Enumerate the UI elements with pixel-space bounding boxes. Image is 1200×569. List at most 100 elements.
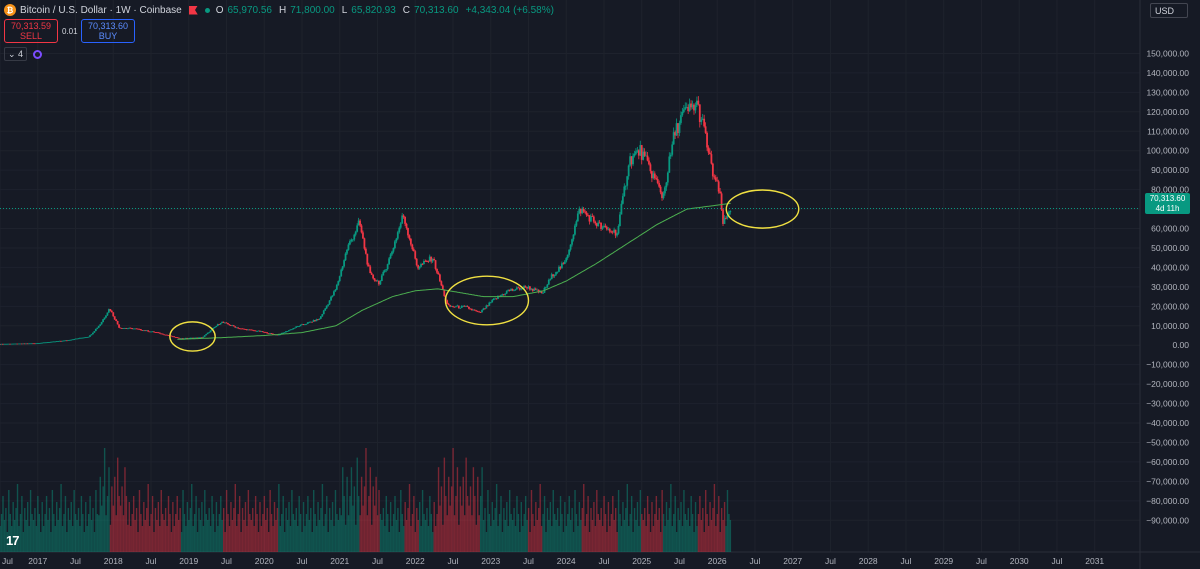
volume-bar [220,496,222,552]
candle-body [166,334,168,336]
candle-body [687,107,690,112]
volume-bar [151,496,154,552]
candle-body [167,335,170,336]
volume-bar [519,532,521,552]
volume-bar [263,496,266,552]
sell-button[interactable]: 70,313.59 SELL [4,19,58,43]
volume-bar [641,514,643,552]
candle-body [58,340,61,342]
candle-body [540,291,543,293]
volume-bar [157,502,160,552]
candle-body [409,238,412,245]
volume-bar [131,514,133,552]
candle-body [347,244,350,250]
volume-bar [311,532,313,552]
candle-body [38,343,41,344]
candle-body [443,289,446,297]
volume-bar [96,514,99,552]
candle-body [700,119,703,123]
buy-button[interactable]: 70,313.60 BUY [81,19,135,43]
volume-bar [128,502,131,552]
volume-bar [199,520,202,552]
price-axis-label: 130,000.00 [1146,87,1189,97]
candle-body [465,306,467,307]
candle-body [566,254,569,259]
volume-bar [125,496,128,552]
volume-bar [481,467,483,552]
candle-body [619,214,621,226]
volume-bar [411,514,414,552]
candle-body [309,321,312,323]
volume-bar [167,496,170,552]
candle-body [662,193,665,199]
volume-bar [85,502,87,552]
candle-body [112,312,115,317]
price-axis-label: −60,000.00 [1146,457,1189,467]
candle-body [616,233,618,236]
volume-bar [234,484,237,552]
volume-bar [646,496,649,552]
volume-bar [657,520,659,552]
volume-bar [564,502,566,552]
currency-button[interactable]: USD [1150,3,1188,18]
volume-bar [12,502,14,552]
candle-body [51,341,54,343]
candle-body [251,329,254,331]
candle-body [328,300,331,305]
candle-body [537,289,540,293]
candle-body [650,171,653,179]
volume-bar [455,496,457,552]
volume-bar [555,520,557,552]
volume-bar [538,508,540,552]
volume-bar [138,490,141,552]
volume-bar [493,520,495,552]
time-axis-label: Jul [674,556,685,566]
candle-body [414,251,417,259]
bitcoin-icon: ₿ [4,4,16,16]
tradingview-logo[interactable]: 17 [6,533,20,548]
volume-bar [344,524,347,552]
candle-body [44,342,46,344]
candle-body [74,338,77,340]
highlight-ellipse [725,189,800,229]
spread-value: 0.01 [62,27,78,36]
candle-body [206,332,209,335]
volume-bar [336,514,338,552]
volume-bar [61,526,64,552]
candle-body [559,266,562,269]
candle-body [713,176,716,178]
volume-bar [410,526,412,552]
volume-bar [286,520,289,552]
time-axis-label: 2022 [406,556,425,566]
volume-bar [696,526,698,552]
price-axis-label: 10,000.00 [1151,321,1189,331]
candle-body [678,122,681,133]
flag-icon[interactable] [188,5,198,15]
volume-bar [713,484,716,552]
candle-body [584,211,586,213]
volume-bar [355,524,357,552]
candle-body [560,263,563,269]
candle-body [55,341,58,343]
candle-body [711,163,714,177]
ohlc-close-label: C [402,4,411,16]
indicator-icon[interactable] [33,49,43,59]
candle-body [653,173,656,179]
candle-body [367,264,370,267]
candle-body [592,216,595,222]
time-axis-label: Jul [70,556,81,566]
volume-bar [259,502,261,552]
volume-bar [588,532,591,552]
candle-body [639,145,642,156]
volume-bar [654,514,656,552]
candle-body [508,290,511,291]
symbol-title[interactable]: Bitcoin / U.S. Dollar · 1W · Coinbase [20,4,182,16]
candle-body [321,314,324,317]
volume-bar [667,520,669,552]
candle-body [245,329,248,331]
indicators-toggle[interactable]: ⌄ 4 [4,47,28,61]
candle-body [685,107,688,108]
candle-body [412,249,415,252]
volume-bar [183,514,186,552]
